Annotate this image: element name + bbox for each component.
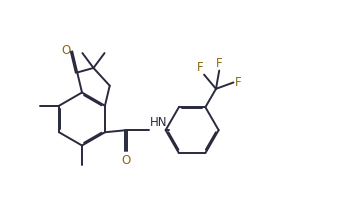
Text: F: F xyxy=(196,61,203,74)
Text: HN: HN xyxy=(150,116,167,129)
Text: F: F xyxy=(234,76,241,89)
Text: O: O xyxy=(61,44,70,57)
Text: O: O xyxy=(121,154,130,167)
Text: F: F xyxy=(216,57,223,70)
